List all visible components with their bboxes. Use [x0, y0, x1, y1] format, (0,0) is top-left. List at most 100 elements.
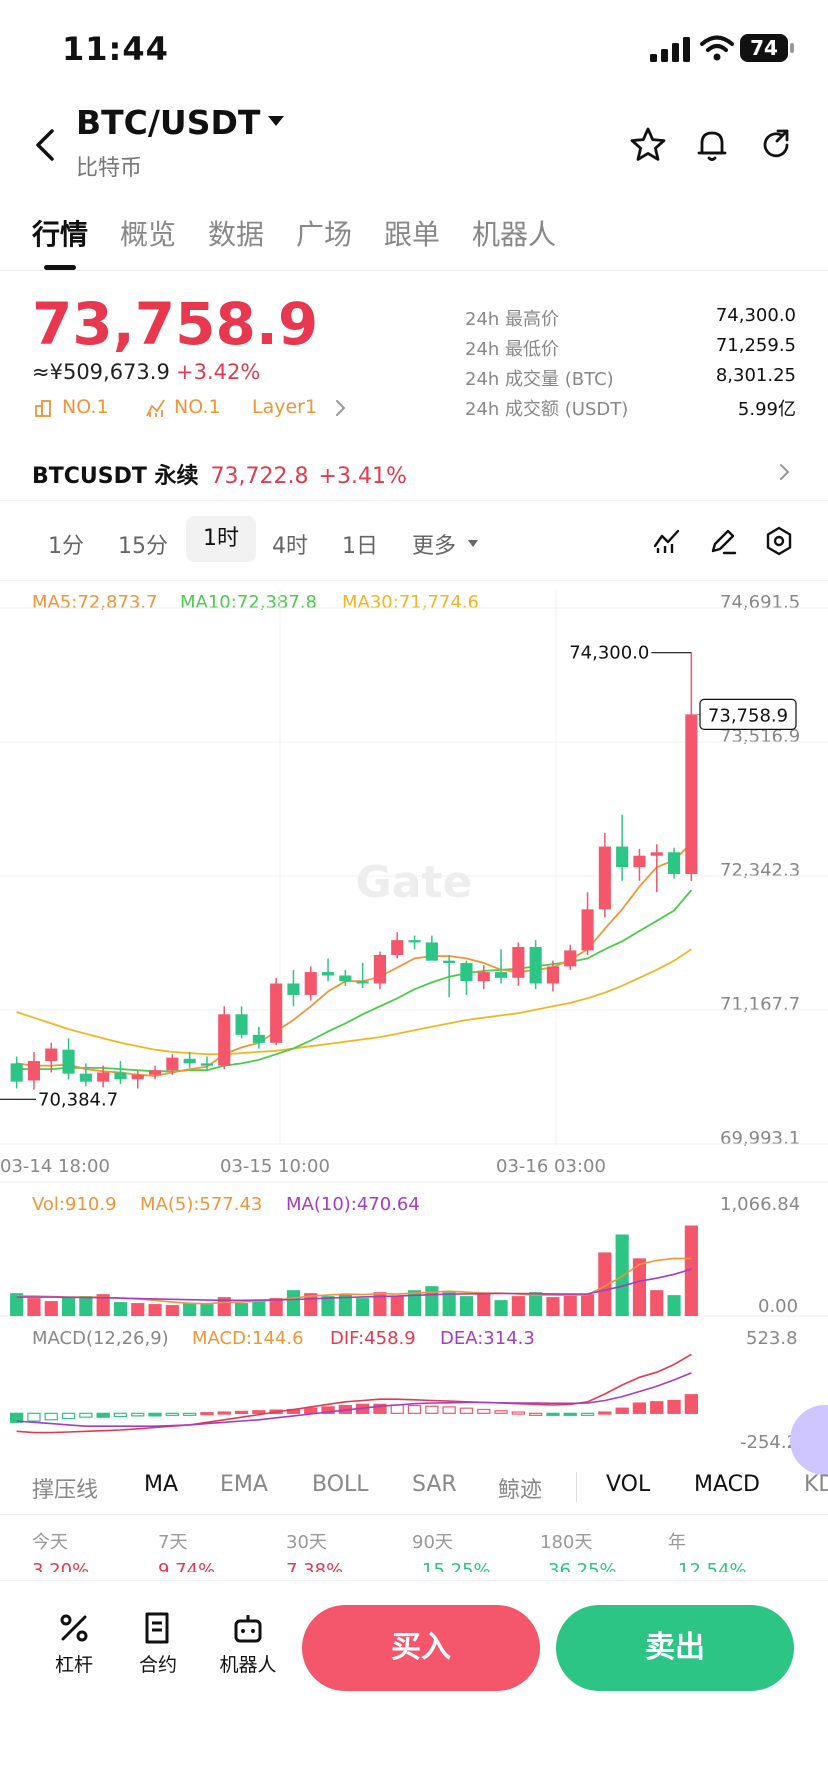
timeframe-1m[interactable]: 1分: [48, 534, 84, 559]
stat-low-value: 71,259.5: [715, 335, 796, 356]
volume-bar: [477, 1294, 491, 1316]
indicator-boll[interactable]: BOLL: [312, 1472, 369, 1497]
macd-histogram-bar: [321, 1406, 335, 1414]
indicator-ma[interactable]: MA: [144, 1472, 179, 1497]
perf-90d-value: 15.25%: [422, 1560, 491, 1572]
lever-icon: [60, 1614, 88, 1642]
back-icon[interactable]: [30, 125, 60, 165]
contract-label: 合约: [138, 1654, 177, 1676]
tab-overview[interactable]: 概览: [120, 218, 177, 251]
macd-histogram-bar: [528, 1412, 543, 1416]
watermark-logo: Gate: [356, 857, 473, 908]
macd-histogram-bar: [494, 1410, 508, 1414]
buy-button[interactable]: 买入: [302, 1605, 540, 1691]
stat-volume-label: 24h 成交量 (BTC): [465, 369, 614, 390]
ma10-line: [16, 889, 693, 1073]
timeframe-1d[interactable]: 1日: [342, 534, 378, 559]
macd-histogram-bar: [615, 1407, 629, 1414]
kline-chart[interactable]: Gate 74,300.0 70,384.7 73,758.9: [0, 580, 828, 1460]
bot-button[interactable]: 机器人: [212, 1611, 284, 1677]
pair-dropdown-icon[interactable]: [268, 116, 284, 126]
perpetual-chevron-icon: [780, 464, 790, 480]
tab-market[interactable]: 行情: [32, 218, 89, 251]
volume-bar: [200, 1304, 214, 1316]
volume-bar: [321, 1296, 335, 1316]
x-tick-1: 03-14 18:00: [0, 1156, 110, 1177]
perf-180d-value: 36.25%: [548, 1560, 617, 1572]
macd-histogram-bar: [390, 1404, 404, 1414]
candle-body: [148, 1070, 162, 1075]
perf-year-value: 12.54%: [678, 1560, 747, 1572]
indicator-vol[interactable]: VOL: [606, 1472, 651, 1497]
volume-bar: [390, 1296, 404, 1316]
category-tag[interactable]: Layer1: [252, 396, 318, 418]
volume-bar: [44, 1301, 58, 1316]
timeframe-15m[interactable]: 15分: [118, 534, 168, 559]
contract-button[interactable]: 合约: [128, 1611, 188, 1677]
rank-badge-1[interactable]: NO.1: [62, 396, 109, 418]
pair-title[interactable]: BTC/USDT: [76, 103, 261, 142]
volume-bar: [529, 1292, 543, 1316]
settings-hexagon-icon[interactable]: [764, 526, 794, 556]
rank-badge-2[interactable]: NO.1: [174, 396, 221, 418]
candle-body: [581, 909, 594, 951]
divider: [0, 1514, 828, 1515]
candle-body: [546, 966, 560, 984]
candle-body: [373, 954, 387, 984]
tab-bot[interactable]: 机器人: [472, 218, 557, 251]
candle-body: [270, 983, 283, 1043]
macd-histogram-bar: [44, 1412, 58, 1421]
stat-low-label: 24h 最低价: [465, 339, 560, 360]
perf-30d-label: 30天: [286, 1532, 327, 1553]
macd-histogram-bar: [580, 1412, 595, 1416]
bell-icon[interactable]: [692, 125, 732, 165]
macd-histogram-bar: [96, 1412, 110, 1418]
indicator-macd[interactable]: MACD: [694, 1472, 760, 1497]
volume-bar: [442, 1292, 456, 1316]
macd-histogram-bar: [407, 1405, 422, 1414]
macd-histogram-bar: [546, 1412, 560, 1416]
macd-histogram-bar: [373, 1403, 387, 1414]
perpetual-name: BTCUSDT 永续: [32, 464, 199, 489]
indicator-kd[interactable]: KD: [804, 1472, 828, 1497]
indicator-support[interactable]: 撑压线: [32, 1478, 99, 1503]
share-icon[interactable]: [756, 125, 796, 165]
last-price-box: [699, 698, 797, 730]
timeframe-more[interactable]: 更多: [412, 534, 457, 559]
indicator-whale[interactable]: 鲸迹: [498, 1478, 543, 1503]
candle-body: [235, 1014, 248, 1035]
tab-copy-trade[interactable]: 跟单: [384, 218, 441, 251]
indicator-sar[interactable]: SAR: [412, 1472, 457, 1497]
candle-body: [114, 1072, 127, 1080]
sell-button[interactable]: 卖出: [556, 1605, 794, 1691]
perpetual-row[interactable]: BTCUSDT 永续 73,722.8 +3.41%: [32, 458, 407, 490]
star-icon[interactable]: [628, 125, 668, 165]
timeframe-1h[interactable]: 1时: [186, 516, 256, 562]
candle-body: [10, 1063, 23, 1082]
macd-max-label: 523.8: [746, 1328, 798, 1349]
candle-body: [425, 942, 438, 961]
macd-histogram-bar: [252, 1410, 266, 1414]
volume-bar: [96, 1294, 110, 1316]
draw-pencil-icon[interactable]: [708, 526, 738, 556]
volume-bar: [79, 1296, 93, 1316]
indicator-icon[interactable]: [652, 526, 682, 556]
macd-histogram-bar: [511, 1411, 526, 1415]
candle-body: [633, 855, 646, 868]
indicator-ema[interactable]: EMA: [220, 1472, 268, 1497]
tab-data[interactable]: 数据: [208, 218, 265, 251]
rank-icon: [35, 400, 51, 417]
stat-high-label: 24h 最高价: [465, 309, 560, 330]
bot-label: 机器人: [219, 1654, 277, 1676]
volume-bar: [373, 1292, 387, 1316]
macd-histogram-bar: [632, 1402, 647, 1414]
volume-bar: [632, 1258, 647, 1316]
vol-max-label: 1,066.84: [720, 1194, 801, 1215]
lever-button[interactable]: 杠杆: [44, 1611, 104, 1677]
macd-histogram-bar: [667, 1399, 681, 1414]
timeframe-4h[interactable]: 4时: [272, 534, 308, 559]
vol-ma5-legend: MA(5):577.43: [140, 1194, 263, 1215]
candle-body: [79, 1073, 92, 1082]
candle-body: [45, 1048, 58, 1062]
tab-square[interactable]: 广场: [296, 218, 353, 251]
